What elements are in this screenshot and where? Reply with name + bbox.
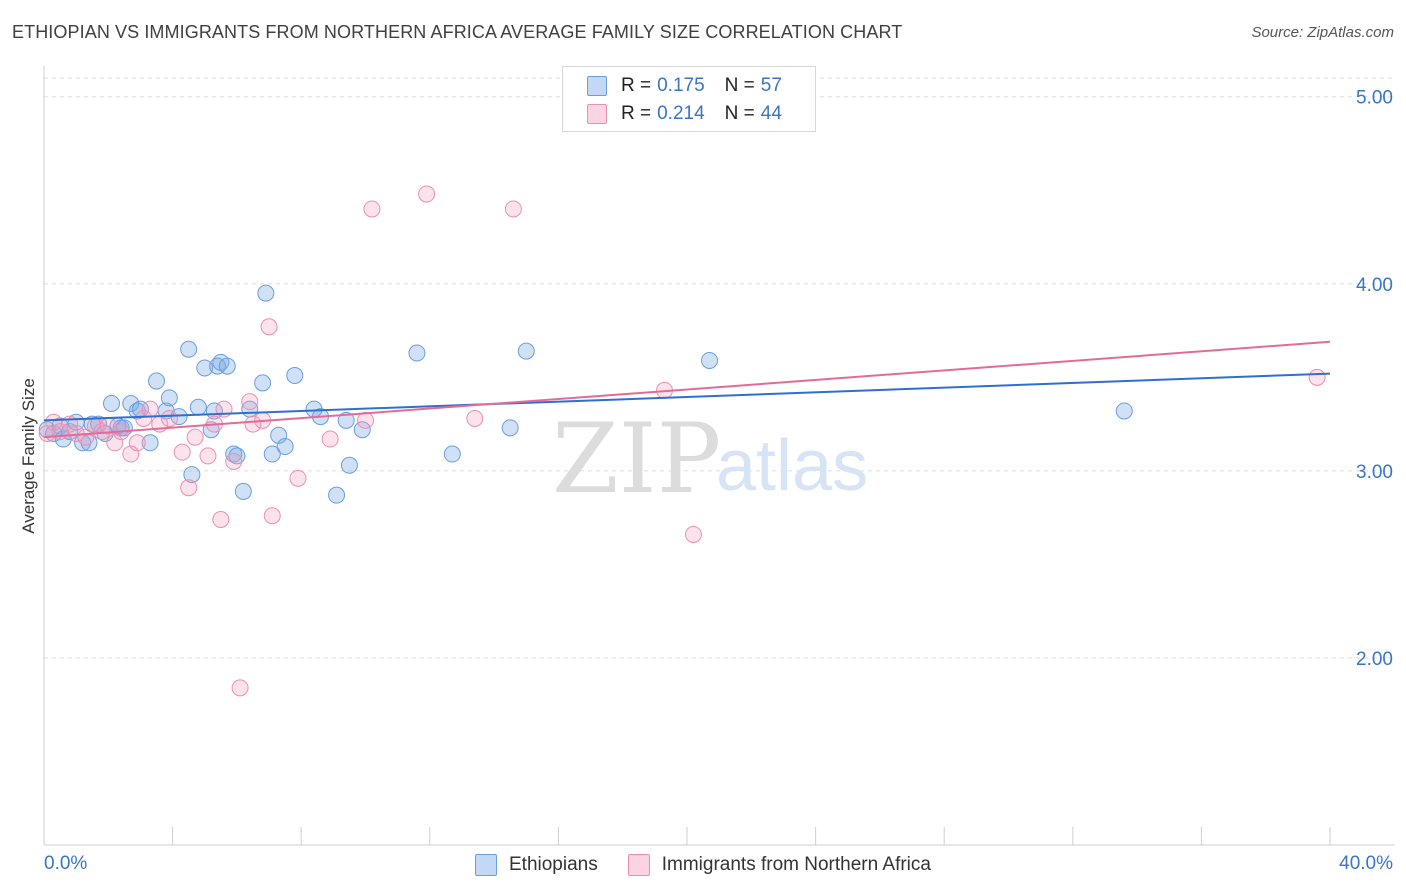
source-label: Source: ZipAtlas.com — [1251, 24, 1394, 41]
y-tick-label: 3.00 — [1356, 462, 1393, 483]
legend-item-ethiopians[interactable]: Ethiopians — [475, 854, 598, 876]
data-point-ethiopian — [234, 482, 252, 500]
data-point-immigrant — [173, 443, 191, 461]
data-point-ethiopian — [180, 340, 198, 358]
data-point-immigrant — [135, 409, 153, 427]
legend-swatch-pink — [627, 854, 650, 876]
data-point-immigrant — [263, 507, 281, 525]
data-point-ethiopian — [276, 438, 294, 456]
data-point-ethiopian — [517, 342, 535, 360]
trend-line-immigrant — [43, 340, 1331, 439]
x-tick-label: 40.0% — [1339, 853, 1393, 874]
data-point-ethiopian — [189, 398, 207, 416]
data-point-immigrant — [225, 453, 243, 470]
data-point-immigrant — [466, 409, 484, 427]
data-point-ethiopian — [218, 357, 236, 375]
data-point-ethiopian — [337, 411, 355, 429]
axes — [43, 66, 1395, 846]
data-point-immigrant — [321, 430, 339, 448]
series-legend: Ethiopians Immigrants from Northern Afri… — [0, 852, 1406, 878]
data-point-immigrant — [141, 400, 159, 418]
data-point-immigrant — [244, 415, 262, 433]
data-point-immigrant — [128, 434, 146, 452]
data-point-immigrant — [231, 679, 249, 697]
y-tick-label: 4.00 — [1356, 275, 1393, 296]
legend-r-value: 0.175 — [657, 75, 705, 96]
data-point-ethiopian — [228, 447, 246, 465]
legend-row-immigrants: R = 0.214 N = 44 — [587, 102, 782, 126]
data-point-immigrant — [363, 200, 381, 218]
data-point-immigrant — [504, 200, 522, 218]
legend-n-label: N = — [724, 75, 755, 96]
data-point-ethiopian — [1115, 402, 1133, 420]
y-tick-label: 5.00 — [1356, 88, 1393, 109]
legend-row-ethiopians: R = 0.175 N = 57 — [587, 74, 782, 98]
legend-swatch-blue — [475, 854, 497, 876]
data-point-immigrant — [289, 469, 307, 487]
data-point-immigrant — [1308, 368, 1326, 386]
data-point-ethiopian — [286, 366, 304, 384]
legend-n-label: N = — [724, 103, 755, 124]
legend-n-value: 57 — [760, 75, 782, 96]
legend-label-immigrants: Immigrants from Northern Africa — [661, 854, 931, 875]
data-point-ethiopian — [501, 419, 519, 437]
tick-labels: 2.00 3.00 4.00 5.00 0.0% 40.0% — [44, 88, 1393, 874]
data-point-immigrant — [212, 510, 230, 528]
data-point-ethiopian — [141, 434, 159, 452]
data-point-ethiopian — [183, 466, 201, 484]
data-point-immigrant — [186, 428, 204, 446]
data-point-immigrant — [260, 318, 278, 336]
data-point-immigrant — [160, 409, 178, 427]
data-point-ethiopian — [701, 351, 719, 369]
x-tick-label: 0.0% — [44, 853, 87, 874]
data-point-immigrant — [418, 185, 436, 203]
chart-title: ETHIOPIAN VS IMMIGRANTS FROM NORTHERN AF… — [12, 22, 903, 42]
data-point-ethiopian — [148, 372, 166, 390]
data-point-ethiopian — [443, 445, 461, 463]
trend-line-ethiopian — [43, 372, 1331, 422]
watermark: ZIP atlas — [552, 403, 868, 515]
watermark-zip: ZIP — [552, 403, 721, 515]
legend-r-label: R = — [621, 75, 652, 96]
gridlines — [44, 77, 1395, 659]
stats-legend: R = 0.175 N = 57 R = 0.214 N = 44 — [562, 66, 816, 132]
legend-n-value: 44 — [760, 103, 782, 124]
y-axis-label: Average Family Size — [19, 378, 38, 534]
legend-item-immigrants[interactable]: Immigrants from Northern Africa — [627, 854, 931, 876]
watermark-atlas: atlas — [716, 426, 868, 506]
data-point-immigrant — [199, 447, 217, 465]
data-point-ethiopian — [254, 374, 272, 392]
data-point-ethiopian — [263, 445, 281, 463]
legend-r-value: 0.214 — [657, 103, 705, 124]
legend-swatch-blue — [587, 76, 607, 96]
legend-label-ethiopians: Ethiopians — [509, 854, 598, 875]
data-point-ethiopian — [328, 486, 346, 504]
legend-swatch-pink — [587, 104, 607, 124]
data-point-immigrant — [180, 479, 198, 497]
data-point-immigrant — [684, 525, 702, 543]
data-point-ethiopian — [160, 389, 178, 407]
data-point-ethiopian — [257, 284, 275, 302]
data-point-immigrant — [241, 393, 259, 411]
data-point-ethiopian — [353, 421, 371, 439]
trend-lines — [43, 340, 1331, 439]
data-point-ethiopian — [196, 359, 214, 377]
legend-r-label: R = — [621, 103, 652, 124]
data-point-ethiopian — [103, 395, 121, 413]
data-point-ethiopian — [340, 456, 358, 474]
y-tick-label: 2.00 — [1356, 649, 1393, 670]
data-point-ethiopian — [408, 344, 426, 362]
